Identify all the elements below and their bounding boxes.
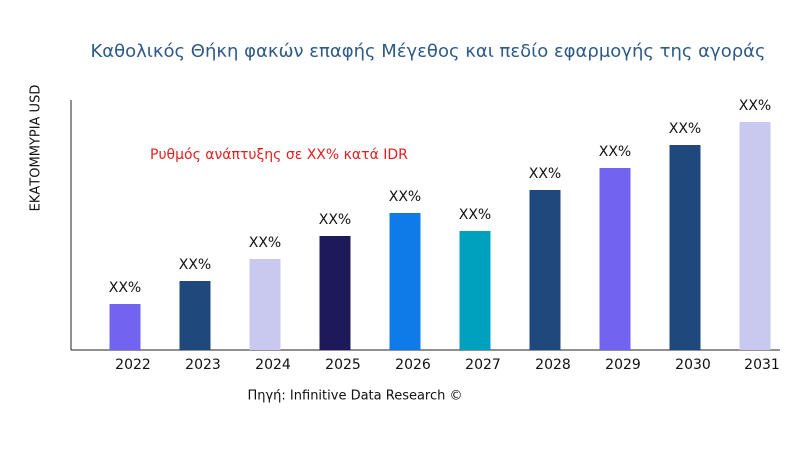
bar [459, 231, 491, 350]
chart-title: Καθολικός Θήκη φακών επαφής Μέγεθος και … [90, 41, 765, 62]
x-tick-label: 2024 [255, 357, 291, 373]
bar [319, 236, 351, 350]
x-tick-label: 2026 [395, 357, 431, 373]
value-label: XX% [319, 212, 351, 228]
value-label: XX% [739, 98, 771, 114]
y-axis-label: ΕΚΑΤΟΜΜΥΡΙΑ USD [29, 85, 44, 212]
bar [669, 145, 701, 350]
annotation: Ρυθμός ανάπτυξης σε XX% κατά IDR [150, 147, 408, 163]
value-label: XX% [669, 121, 701, 137]
x-tick-label: 2022 [115, 357, 151, 373]
bar [739, 122, 771, 350]
x-tick-label: 2028 [535, 357, 571, 373]
value-label: XX% [249, 235, 281, 251]
bar [249, 259, 281, 350]
value-label: XX% [599, 144, 631, 160]
value-label: XX% [109, 280, 141, 296]
x-tick-label: 2030 [675, 357, 711, 373]
source: Πηγή: Infinitive Data Research © [247, 389, 462, 404]
bar [389, 213, 421, 350]
value-label: XX% [179, 257, 211, 273]
x-tick-label: 2031 [744, 357, 780, 373]
x-tick-label: 2027 [465, 357, 501, 373]
x-tick-label: 2029 [605, 357, 641, 373]
value-label: XX% [529, 166, 561, 182]
x-tick-label: 2025 [325, 357, 361, 373]
value-label: XX% [459, 207, 491, 223]
value-label: XX% [389, 189, 421, 205]
bar [529, 190, 561, 350]
bar [599, 168, 631, 350]
bar [179, 281, 211, 350]
bar [109, 304, 141, 350]
x-tick-label: 2023 [185, 357, 221, 373]
